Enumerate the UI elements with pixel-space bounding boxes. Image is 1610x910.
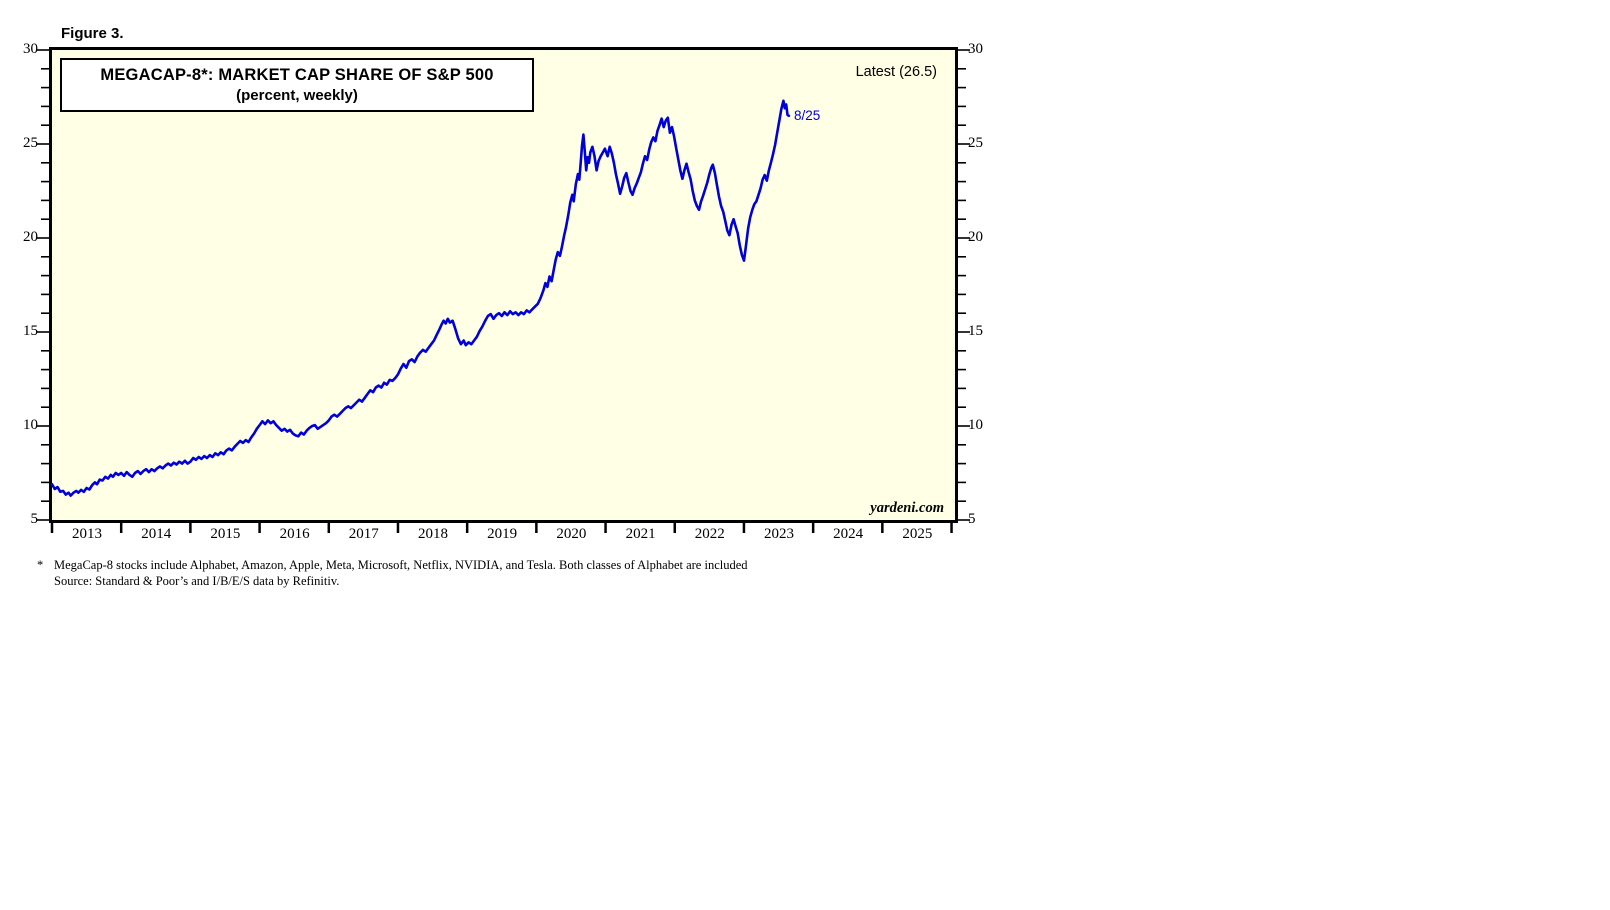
footnote-indent bbox=[37, 574, 54, 590]
chart-title-box: MEGACAP-8*: MARKET CAP SHARE OF S&P 500 … bbox=[60, 58, 534, 112]
x-axis-label: 2018 bbox=[417, 526, 448, 542]
y-axis-label: 10 bbox=[23, 417, 38, 433]
y-axis-label: 15 bbox=[968, 323, 983, 339]
y-axis-label: 15 bbox=[23, 323, 38, 339]
figure-label: Figure 3. bbox=[61, 25, 124, 42]
x-axis-label: 2024 bbox=[833, 526, 864, 542]
y-axis-label: 10 bbox=[968, 417, 983, 433]
y-axis-label: 30 bbox=[23, 41, 38, 57]
footnote: * MegaCap-8 stocks include Alphabet, Ama… bbox=[37, 558, 957, 590]
latest-value-label: Latest (26.5) bbox=[855, 64, 937, 80]
line-chart bbox=[37, 49, 970, 533]
x-axis-labels: 2013 2014 2015 2016 2017 2018 2019 2020 2021 2022… bbox=[52, 526, 955, 544]
x-axis-label: 2022 bbox=[694, 526, 725, 542]
plot-area: MEGACAP-8*: MARKET CAP SHARE OF S&P 500 … bbox=[37, 49, 970, 533]
x-axis-label: 2017 bbox=[348, 526, 379, 542]
x-axis-label: 2019 bbox=[487, 526, 518, 542]
footnote-text-2: Source: Standard & Poor’s and I/B/E/S da… bbox=[54, 573, 340, 588]
footnote-line-1: * MegaCap-8 stocks include Alphabet, Ama… bbox=[37, 558, 957, 574]
x-axis-label: 2013 bbox=[72, 526, 102, 542]
chart-title: MEGACAP-8*: MARKET CAP SHARE OF S&P 500 bbox=[100, 66, 494, 84]
y-axis-labels-left: 5 10 15 20 25 30 bbox=[0, 41, 38, 527]
y-axis-label: 25 bbox=[23, 135, 38, 151]
x-axis-label: 2020 bbox=[556, 526, 587, 542]
x-axis-label: 2025 bbox=[902, 526, 933, 542]
y-axis-label: 5 bbox=[30, 511, 39, 527]
x-axis-label: 2021 bbox=[625, 526, 656, 542]
y-axis-label: 20 bbox=[968, 229, 983, 245]
x-axis-label: 2015 bbox=[210, 526, 241, 542]
y-axis-label: 30 bbox=[968, 41, 983, 57]
y-axis-label: 20 bbox=[23, 229, 38, 245]
footnote-line-2: Source: Standard & Poor’s and I/B/E/S da… bbox=[37, 574, 957, 590]
x-axis-label: 2016 bbox=[279, 526, 310, 542]
y-axis-labels-right: 5 10 15 20 25 30 bbox=[968, 41, 1008, 527]
latest-point-date-label: 8/25 bbox=[794, 108, 821, 123]
x-axis-label: 2014 bbox=[141, 526, 172, 542]
series-line bbox=[50, 99, 791, 497]
y-axis-label: 5 bbox=[968, 511, 976, 527]
chart-subtitle: (percent, weekly) bbox=[236, 87, 358, 104]
x-axis-label: 2023 bbox=[763, 526, 794, 542]
footnote-asterisk: * bbox=[37, 558, 44, 572]
y-axis-label: 25 bbox=[968, 135, 983, 151]
footnote-text-1: MegaCap-8 stocks include Alphabet, Amazo… bbox=[54, 558, 748, 572]
watermark: yardeni.com bbox=[870, 500, 944, 516]
